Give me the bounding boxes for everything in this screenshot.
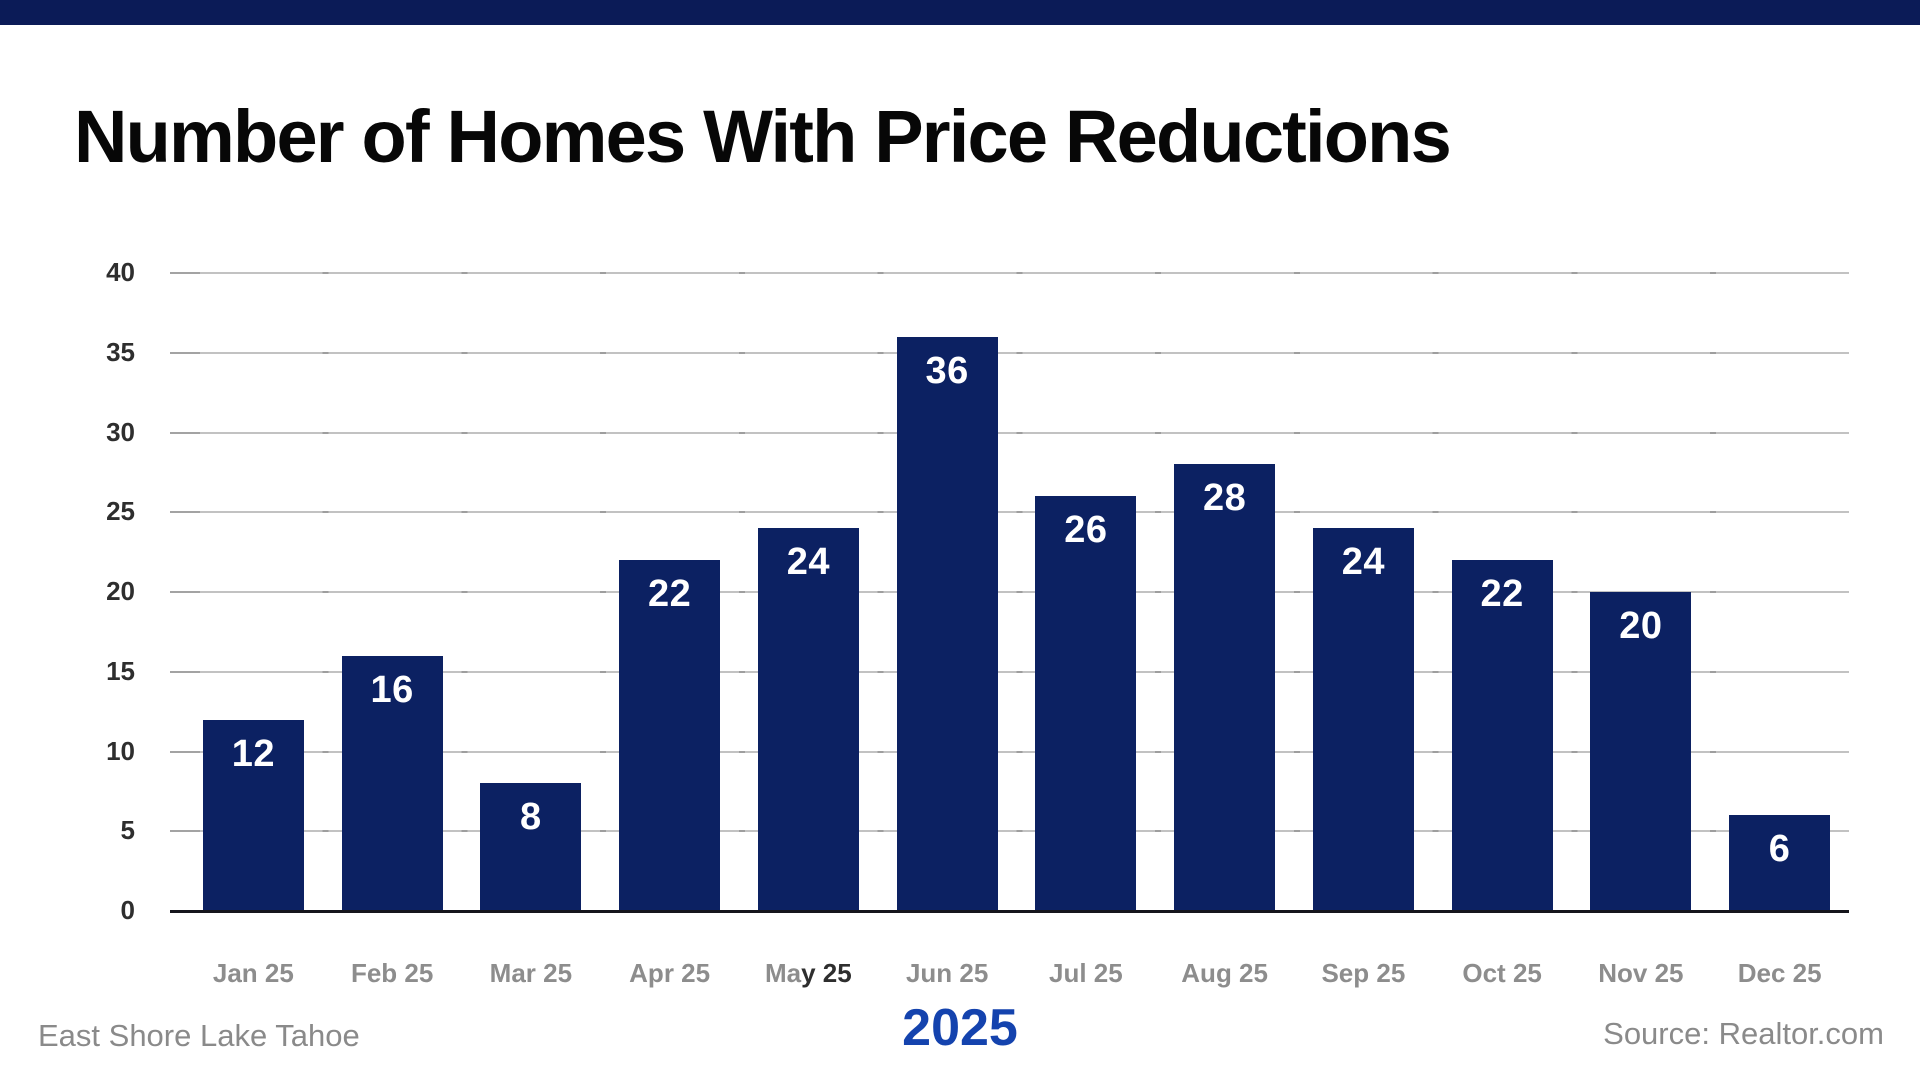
y-tick-label: 30	[106, 416, 135, 447]
bar-jun-25: 36	[896, 336, 998, 911]
x-tick-label: Apr 25	[629, 958, 711, 988]
y-axis-tick	[170, 750, 200, 753]
bar-value-label: 36	[925, 349, 969, 392]
footer-year-label: 2025	[902, 999, 1018, 1057]
bar-value-label: 24	[1341, 541, 1386, 584]
y-axis-tick	[170, 670, 200, 673]
bar-value-label: 16	[370, 668, 414, 711]
x-tick-label: Aug 25	[1181, 958, 1268, 988]
bar-may-25: 24	[757, 528, 859, 911]
y-tick-label: 0	[120, 895, 135, 925]
bar-value-label: 24	[786, 541, 831, 584]
bar-value-label: 22	[1480, 573, 1524, 616]
x-tick-label: Sep 25	[1321, 958, 1406, 988]
y-tick-label: 35	[106, 336, 135, 367]
footer-location-label: East Shore Lake Tahoe	[38, 1018, 360, 1053]
x-tick-label: Mar 25	[489, 958, 573, 988]
x-tick-label: Jan 25	[212, 958, 294, 988]
bar-value-label: 20	[1619, 605, 1663, 647]
bar-value-label: 22	[647, 573, 692, 616]
gridline	[184, 351, 1849, 354]
bar-value-label: 6	[1768, 828, 1791, 871]
bar-nov-25: 20	[1590, 592, 1692, 911]
bar-value-label: 12	[231, 732, 276, 775]
y-axis-tick	[170, 431, 200, 434]
bar-jul-25: 26	[1035, 496, 1137, 911]
gridline	[184, 272, 1849, 274]
x-tick-label-dark-part: y 25	[801, 958, 852, 988]
gridline	[184, 591, 1849, 593]
x-tick-label: Oct 25	[1462, 958, 1542, 988]
bar-apr-25: 22	[619, 560, 721, 911]
bar-feb-25: 16	[341, 655, 443, 911]
x-tick-label: Jul 25	[1049, 958, 1123, 988]
x-tick-label: May 25	[739, 958, 878, 989]
bar-oct-25: 22	[1451, 560, 1553, 911]
gridline	[184, 431, 1849, 434]
bar-value-label: 8	[520, 796, 542, 839]
y-axis-tick	[170, 511, 200, 514]
gridline	[184, 830, 1849, 833]
bar-jan-25: 12	[202, 719, 304, 911]
x-tick-label-gray-part: Ma	[765, 958, 802, 988]
x-tick-label: Nov 25	[1598, 958, 1684, 988]
footer-source-label: Source: Realtor.com	[1603, 1016, 1884, 1051]
y-tick-label: 5	[120, 815, 135, 846]
chart-title: Number of Homes With Price Reductions	[74, 94, 1452, 178]
bar-dec-25: 6	[1729, 815, 1831, 911]
gridline	[184, 670, 1849, 673]
bar-mar-25: 8	[480, 783, 582, 911]
x-axis-line	[170, 910, 1849, 913]
header-accent-bar	[0, 0, 1920, 25]
y-axis-tick	[170, 830, 200, 833]
y-tick-label: 15	[106, 655, 135, 686]
bar-aug-25: 28	[1174, 464, 1276, 911]
gridline	[184, 511, 1849, 514]
y-axis-tick	[170, 272, 200, 274]
y-axis-tick	[170, 591, 200, 593]
y-axis-tick	[170, 351, 200, 354]
gridline	[184, 750, 1849, 753]
y-tick-label: 10	[106, 735, 135, 766]
bar-sep-25: 24	[1312, 528, 1414, 911]
bar-value-label: 28	[1202, 477, 1247, 520]
y-tick-label: 20	[106, 576, 135, 606]
x-tick-label: Feb 25	[350, 958, 434, 988]
y-tick-label: 25	[106, 496, 135, 527]
x-tick-label: Dec 25	[1737, 958, 1822, 988]
y-tick-label: 40	[106, 257, 135, 287]
x-tick-label: Jun 25	[905, 958, 989, 988]
bar-value-label: 26	[1064, 509, 1108, 552]
